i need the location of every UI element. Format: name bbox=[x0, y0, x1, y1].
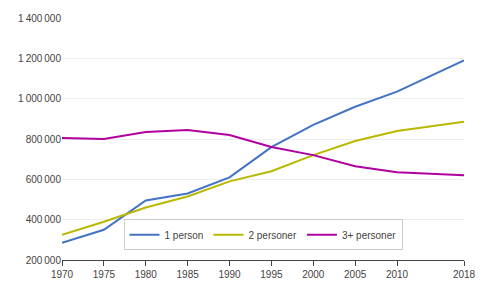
svg-text:2000: 2000 bbox=[302, 269, 325, 280]
svg-text:400 000: 400 000 bbox=[26, 214, 62, 225]
svg-text:1980: 1980 bbox=[135, 269, 158, 280]
svg-text:1 000 000: 1 000 000 bbox=[18, 93, 61, 104]
svg-text:600 000: 600 000 bbox=[26, 174, 62, 185]
svg-text:2010: 2010 bbox=[386, 269, 409, 280]
svg-text:800 000: 800 000 bbox=[26, 134, 62, 145]
svg-text:1995: 1995 bbox=[260, 269, 283, 280]
svg-text:1 person: 1 person bbox=[165, 230, 204, 241]
svg-text:1 400 000: 1 400 000 bbox=[18, 13, 61, 24]
svg-text:1990: 1990 bbox=[218, 269, 241, 280]
svg-text:1975: 1975 bbox=[93, 269, 116, 280]
svg-text:2 personer: 2 personer bbox=[248, 230, 296, 241]
svg-text:1985: 1985 bbox=[177, 269, 200, 280]
svg-text:1970: 1970 bbox=[51, 269, 74, 280]
svg-text:3+ personer: 3+ personer bbox=[342, 230, 396, 241]
svg-text:200 000: 200 000 bbox=[26, 255, 62, 266]
svg-text:2018: 2018 bbox=[453, 269, 476, 280]
svg-text:1 200 000: 1 200 000 bbox=[18, 53, 61, 64]
svg-text:2005: 2005 bbox=[344, 269, 367, 280]
